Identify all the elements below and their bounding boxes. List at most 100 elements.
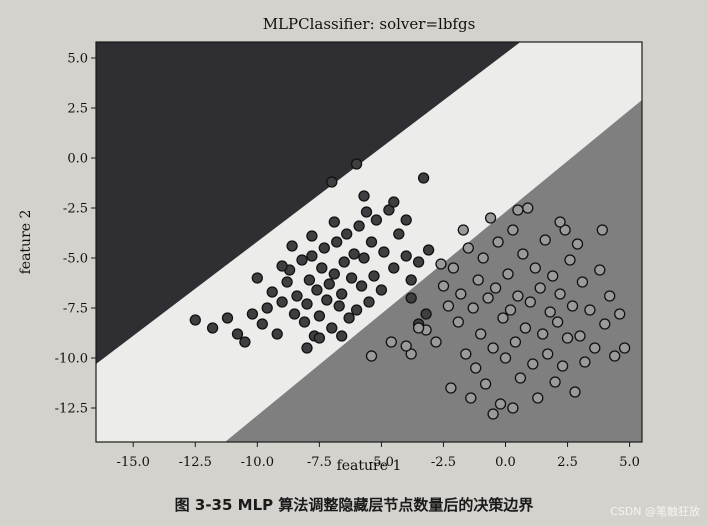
data-point-class-0: [221, 312, 234, 324]
data-point-class-0: [296, 254, 308, 266]
data-point-class-0: [383, 204, 395, 216]
chart-title: MLPClassifier: solver=lbfgs: [263, 15, 476, 33]
data-point-class-0: [355, 280, 368, 292]
data-point-class-1: [489, 282, 502, 294]
data-point-class-1: [604, 290, 616, 302]
data-point-class-1: [472, 274, 484, 286]
x-tick-label: -10.0: [241, 455, 274, 470]
figure-caption: 图 3-35 MLP 算法调整隐藏层节点数量后的决策边界: [174, 496, 534, 514]
data-point-class-1: [519, 322, 532, 334]
data-point-class-1: [547, 270, 559, 282]
data-point-class-0: [353, 220, 365, 232]
data-point-class-1: [529, 262, 541, 274]
data-point-class-1: [465, 392, 477, 404]
data-point-class-0: [343, 312, 355, 324]
y-tick-label: -5.0: [63, 252, 88, 267]
data-point-class-1: [584, 304, 596, 316]
data-point-class-0: [405, 274, 417, 286]
data-point-class-0: [256, 318, 268, 330]
data-point-class-0: [189, 314, 201, 326]
data-point-class-1: [452, 316, 464, 328]
data-point-class-0: [388, 196, 400, 208]
data-point-class-0: [365, 236, 378, 248]
data-point-class-1: [559, 224, 571, 236]
x-tick-label: -2.5: [431, 455, 456, 470]
data-point-class-0: [323, 278, 335, 290]
data-point-class-0: [303, 274, 316, 286]
data-point-class-1: [502, 268, 514, 280]
data-point-class-1: [551, 316, 564, 328]
data-point-class-0: [350, 304, 363, 316]
data-point-class-1: [517, 248, 529, 260]
data-point-class-1: [477, 252, 489, 264]
data-point-class-1: [497, 312, 509, 324]
data-point-class-0: [417, 172, 430, 184]
x-tick-label: 5.0: [619, 455, 640, 470]
data-point-class-0: [378, 246, 390, 258]
data-point-class-1: [492, 236, 504, 248]
data-point-class-0: [348, 248, 360, 260]
data-point-class-0: [370, 214, 383, 226]
data-point-class-1: [561, 332, 574, 344]
data-point-class-1: [569, 386, 581, 398]
data-point-class-0: [412, 256, 425, 268]
data-point-class-0: [333, 300, 345, 312]
data-point-class-1: [524, 296, 536, 308]
data-point-class-0: [251, 272, 263, 284]
data-point-class-0: [328, 268, 340, 280]
data-point-class-1: [509, 336, 522, 348]
data-point-class-1: [507, 402, 519, 414]
x-tick-label: 2.5: [557, 455, 578, 470]
data-point-class-1: [534, 282, 546, 294]
data-point-class-0: [286, 240, 298, 252]
data-point-class-0: [306, 250, 318, 262]
data-point-class-0: [331, 236, 343, 248]
data-point-class-1: [614, 308, 626, 320]
data-point-class-0: [206, 322, 219, 334]
data-point-class-0: [358, 252, 370, 264]
data-point-class-0: [400, 250, 412, 262]
data-point-class-0: [266, 286, 278, 298]
data-point-class-1: [566, 300, 579, 312]
data-point-class-0: [246, 308, 259, 320]
data-point-class-1: [556, 360, 569, 372]
data-point-class-0: [400, 214, 412, 226]
data-point-class-0: [313, 310, 326, 322]
data-point-class-0: [276, 296, 288, 308]
data-point-class-0: [420, 308, 432, 320]
data-point-class-1: [455, 288, 467, 300]
y-axis-ticks: 5.0 2.5 0.0 -2.5 -5.0 -7.5 -10.0 -12.5: [55, 52, 96, 417]
data-point-class-1: [487, 408, 499, 420]
data-point-class-0: [301, 342, 313, 354]
data-point-class-1: [479, 378, 492, 390]
data-point-class-0: [360, 206, 373, 218]
data-point-class-1: [576, 276, 589, 288]
data-point-class-1: [467, 302, 479, 314]
x-tick-label: 0.0: [495, 455, 516, 470]
data-point-class-0: [363, 296, 375, 308]
data-point-class-1: [537, 328, 549, 340]
data-point-class-0: [336, 330, 348, 342]
data-point-class-1: [442, 300, 455, 312]
data-point-class-1: [447, 262, 460, 274]
data-point-class-0: [326, 176, 338, 188]
data-point-class-1: [514, 372, 527, 384]
data-point-class-0: [311, 284, 323, 296]
data-point-class-0: [350, 158, 363, 170]
data-point-class-1: [460, 348, 472, 360]
data-point-class-0: [288, 308, 301, 320]
data-point-class-1: [574, 330, 586, 342]
data-point-class-0: [368, 270, 380, 282]
data-point-class-0: [301, 298, 313, 310]
data-point-class-1: [512, 290, 524, 302]
data-point-class-1: [589, 342, 601, 354]
data-point-class-0: [326, 322, 338, 334]
x-tick-label: -12.5: [179, 455, 212, 470]
data-point-class-1: [504, 304, 517, 316]
x-axis-label: feature 1: [337, 458, 402, 474]
data-point-class-1: [484, 212, 497, 224]
data-point-class-0: [318, 242, 330, 254]
data-point-class-1: [522, 202, 534, 214]
data-point-class-1: [554, 216, 566, 228]
data-point-class-1: [487, 342, 499, 354]
